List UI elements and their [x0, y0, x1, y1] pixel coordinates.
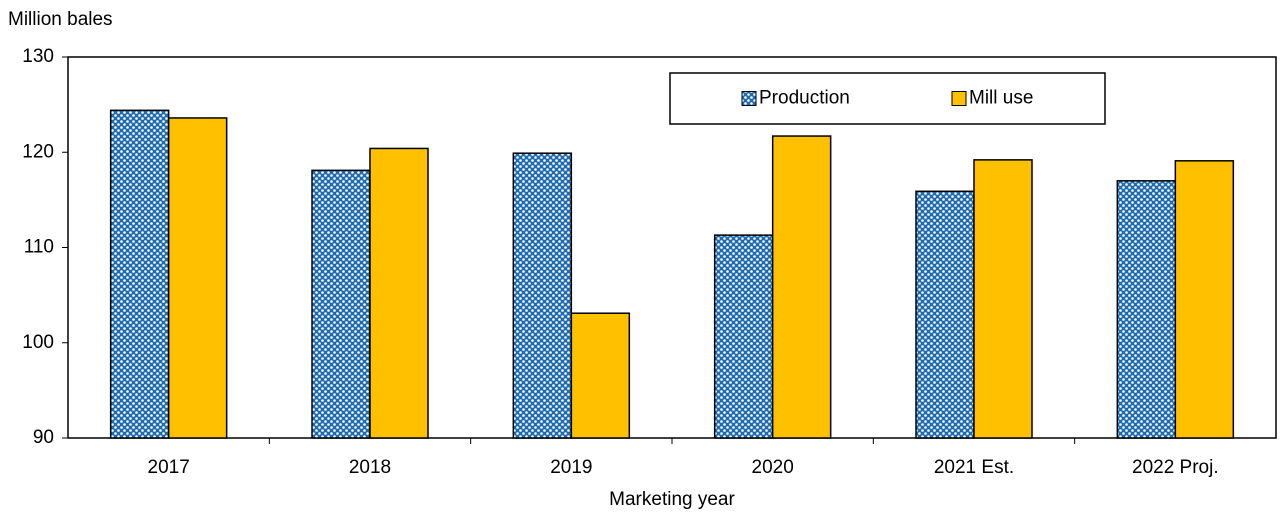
bar [771, 135, 832, 439]
bar [713, 234, 774, 439]
legend-label: Mill use [969, 88, 1033, 109]
bar [109, 109, 170, 439]
legend-label: Production [759, 88, 850, 109]
y-axis-label: Million bales [8, 9, 113, 30]
bar [1174, 160, 1235, 439]
bar [1116, 180, 1177, 439]
bar [915, 190, 975, 439]
y-tick-label: 90 [33, 427, 54, 448]
bar [369, 147, 429, 439]
y-tick-label: 110 [24, 237, 54, 258]
bar [311, 169, 371, 439]
x-tick-label: 2017 [148, 457, 190, 478]
bar [973, 159, 1033, 439]
x-tick-label: 2021 Est. [934, 457, 1014, 478]
x-axis-label: Marketing year [609, 489, 735, 510]
x-tick-label: 2018 [349, 457, 391, 478]
x-tick-label: 2020 [752, 457, 794, 478]
bar [570, 312, 631, 439]
legend-swatch [951, 91, 967, 106]
legend-box [669, 72, 1106, 125]
bar [512, 152, 573, 439]
y-tick-label: 100 [22, 332, 54, 353]
y-tick-label: 120 [22, 141, 54, 162]
legend-swatch [741, 91, 757, 106]
bar [167, 117, 228, 439]
x-tick-label: 2019 [550, 457, 592, 478]
x-tick-label: 2022 Proj. [1132, 457, 1219, 478]
y-tick-label: 130 [22, 46, 54, 67]
